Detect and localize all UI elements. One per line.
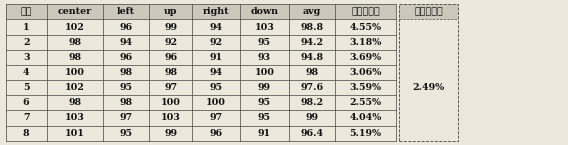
Text: 98: 98 (68, 98, 81, 107)
Text: 101: 101 (65, 129, 85, 138)
Text: 5: 5 (23, 83, 30, 92)
Text: 99: 99 (306, 113, 318, 122)
Text: 97.6: 97.6 (300, 83, 323, 92)
Text: 103: 103 (161, 113, 181, 122)
Text: 片内均匀性: 片内均匀性 (351, 7, 380, 16)
Text: 片间均匀性: 片间均匀性 (414, 7, 443, 16)
Text: 94: 94 (210, 23, 223, 32)
Text: 4.04%: 4.04% (349, 113, 382, 122)
Text: 98: 98 (119, 98, 133, 107)
Text: 98: 98 (68, 38, 81, 47)
Text: 97: 97 (119, 113, 133, 122)
Text: 100: 100 (161, 98, 181, 107)
Text: 93: 93 (258, 53, 271, 62)
Text: avg: avg (303, 7, 321, 16)
Text: down: down (250, 7, 278, 16)
Text: 5.19%: 5.19% (349, 129, 382, 138)
Text: 95: 95 (120, 129, 132, 138)
Text: 95: 95 (258, 98, 271, 107)
Text: 3.18%: 3.18% (349, 38, 382, 47)
Text: 102: 102 (65, 23, 85, 32)
Text: 98: 98 (68, 53, 81, 62)
Text: 8: 8 (23, 129, 30, 138)
Text: 3.06%: 3.06% (349, 68, 382, 77)
Text: 2.55%: 2.55% (349, 98, 382, 107)
Text: 98.2: 98.2 (300, 98, 323, 107)
Text: 96: 96 (210, 129, 223, 138)
Text: 3.69%: 3.69% (349, 53, 382, 62)
Text: 94.2: 94.2 (300, 38, 323, 47)
Text: 94: 94 (210, 68, 223, 77)
Text: 92: 92 (164, 38, 177, 47)
Text: 3.59%: 3.59% (349, 83, 382, 92)
Text: 94.8: 94.8 (300, 53, 323, 62)
Text: 97: 97 (164, 83, 177, 92)
Text: 102: 102 (65, 83, 85, 92)
Text: 91: 91 (258, 129, 271, 138)
Text: 95: 95 (210, 83, 223, 92)
Text: 92: 92 (210, 38, 223, 47)
Text: 2: 2 (23, 38, 30, 47)
Text: right: right (203, 7, 229, 16)
Text: 温区: 温区 (20, 7, 32, 16)
Text: 96: 96 (164, 53, 177, 62)
Bar (6, 4, 396, 19)
Text: 6: 6 (23, 98, 30, 107)
Text: 91: 91 (210, 53, 223, 62)
Text: 3: 3 (23, 53, 30, 62)
Bar (399, 4, 458, 141)
Text: 96: 96 (119, 23, 133, 32)
Text: 96.4: 96.4 (300, 129, 323, 138)
Text: 98: 98 (305, 68, 319, 77)
Text: 95: 95 (258, 113, 271, 122)
Text: 100: 100 (254, 68, 274, 77)
Text: 98: 98 (164, 68, 177, 77)
Text: 103: 103 (254, 23, 274, 32)
Text: 103: 103 (65, 113, 85, 122)
Text: 94: 94 (119, 38, 133, 47)
Text: 1: 1 (23, 23, 30, 32)
Text: 99: 99 (164, 23, 177, 32)
Text: center: center (57, 7, 92, 16)
Text: 99: 99 (164, 129, 177, 138)
Text: 99: 99 (258, 83, 271, 92)
Text: 100: 100 (65, 68, 85, 77)
Text: 95: 95 (258, 38, 271, 47)
Text: 2.49%: 2.49% (412, 83, 445, 92)
Text: 98: 98 (119, 68, 133, 77)
Bar (399, 4, 458, 19)
Text: 100: 100 (206, 98, 226, 107)
Text: 4: 4 (23, 68, 30, 77)
Text: 97: 97 (210, 113, 223, 122)
Text: 95: 95 (120, 83, 132, 92)
Text: 7: 7 (23, 113, 30, 122)
Text: up: up (164, 7, 177, 16)
Text: 98.8: 98.8 (300, 23, 323, 32)
Text: 4.55%: 4.55% (349, 23, 382, 32)
Text: left: left (117, 7, 135, 16)
Text: 96: 96 (119, 53, 133, 62)
